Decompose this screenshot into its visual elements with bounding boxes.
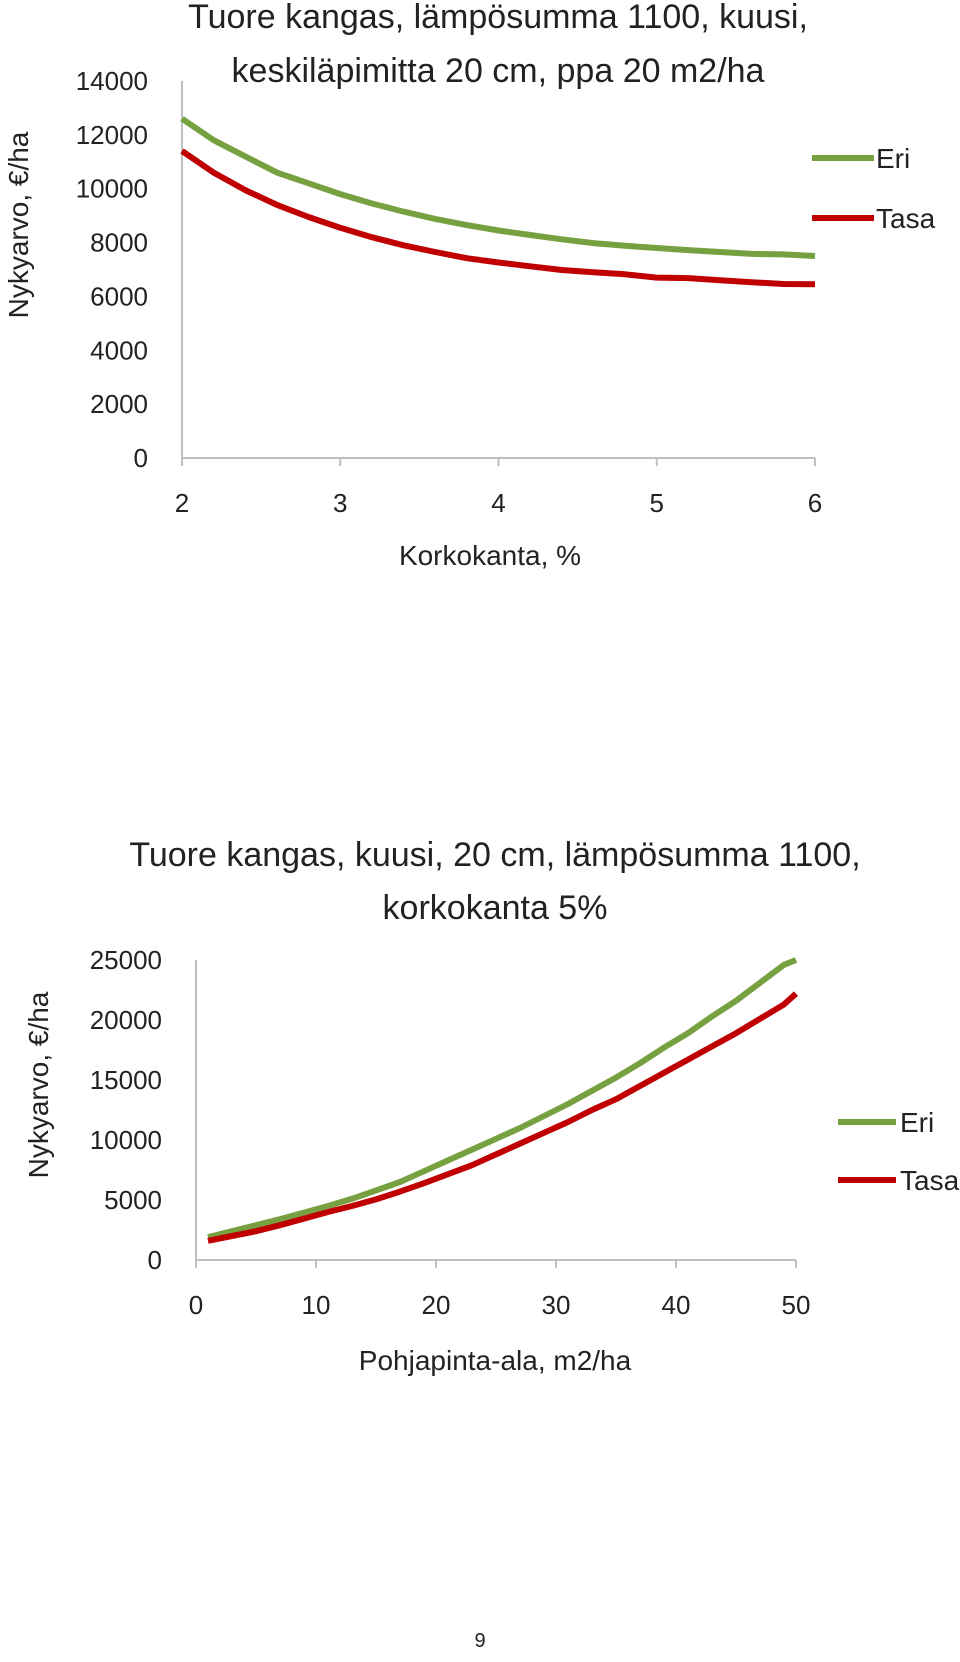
legend-label-eri: Eri bbox=[900, 1107, 934, 1138]
x-tick-label: 0 bbox=[189, 1290, 203, 1320]
chart-2: Tuore kangas, kuusi, 20 cm, lämpösumma 1… bbox=[23, 836, 960, 1376]
chart-2-title-line-1: Tuore kangas, kuusi, 20 cm, lämpösumma 1… bbox=[129, 836, 860, 874]
series-line-tasa bbox=[207, 991, 799, 1244]
y-tick-label: 25000 bbox=[90, 945, 162, 975]
y-tick-label: 2000 bbox=[90, 389, 148, 419]
x-tick-label: 10 bbox=[302, 1290, 331, 1320]
chart-2-x-ticks: 0 10 20 30 40 50 bbox=[189, 1260, 811, 1320]
y-tick-label: 10000 bbox=[90, 1125, 162, 1155]
chart-1-x-ticks: 2 3 4 5 6 bbox=[175, 458, 822, 518]
y-tick-label: 14000 bbox=[76, 66, 148, 96]
x-tick-label: 6 bbox=[808, 488, 822, 518]
series-line-eri bbox=[207, 957, 798, 1241]
y-tick-label: 6000 bbox=[90, 281, 148, 311]
x-tick-label: 30 bbox=[542, 1290, 571, 1320]
chart-1: Tuore kangas, lämpösumma 1100, kuusi, ke… bbox=[3, 0, 936, 571]
x-tick-label: 3 bbox=[333, 488, 347, 518]
x-tick-label: 50 bbox=[782, 1290, 811, 1320]
y-tick-label: 8000 bbox=[90, 228, 148, 258]
chart-1-legend: Eri Tasa bbox=[812, 143, 936, 234]
legend-label-tasa: Tasa bbox=[876, 203, 936, 234]
y-tick-label: 12000 bbox=[76, 120, 148, 150]
y-tick-label: 10000 bbox=[76, 174, 148, 204]
chart-2-axes bbox=[195, 960, 796, 1261]
series-line-tasa bbox=[180, 148, 816, 288]
chart-2-series bbox=[207, 957, 799, 1244]
chart-2-legend: Eri Tasa bbox=[838, 1107, 960, 1196]
y-tick-label: 0 bbox=[148, 1245, 162, 1275]
x-tick-label: 5 bbox=[650, 488, 664, 518]
x-tick-label: 20 bbox=[422, 1290, 451, 1320]
chart-2-title-line-2: korkokanta 5% bbox=[383, 889, 608, 927]
x-tick-label: 2 bbox=[175, 488, 189, 518]
legend-label-eri: Eri bbox=[876, 143, 910, 174]
chart-1-title-line-2: keskiläpimitta 20 cm, ppa 20 m2/ha bbox=[232, 52, 765, 90]
page-number: 9 bbox=[474, 1630, 486, 1652]
chart-1-x-axis-title: Korkokanta, % bbox=[399, 540, 581, 571]
chart-1-series bbox=[180, 116, 816, 288]
legend-label-tasa: Tasa bbox=[900, 1165, 960, 1196]
y-tick-label: 5000 bbox=[104, 1185, 162, 1215]
y-tick-label: 20000 bbox=[90, 1005, 162, 1035]
chart-1-y-axis-title: Nykyarvo, €/ha bbox=[3, 131, 34, 318]
y-tick-label: 0 bbox=[134, 443, 148, 473]
chart-2-x-axis-title: Pohjapinta-ala, m2/ha bbox=[359, 1345, 632, 1376]
chart-2-y-axis-title: Nykyarvo, €/ha bbox=[23, 991, 54, 1178]
y-tick-label: 4000 bbox=[90, 335, 148, 365]
chart-1-axes bbox=[181, 81, 815, 459]
series-line-eri bbox=[180, 116, 816, 259]
chart-1-y-ticks: 0 2000 4000 6000 8000 10000 12000 14000 bbox=[76, 66, 148, 473]
chart-2-y-ticks: 0 5000 10000 15000 20000 25000 bbox=[90, 945, 162, 1275]
chart-1-title-line-1: Tuore kangas, lämpösumma 1100, kuusi, bbox=[188, 0, 808, 36]
y-tick-label: 15000 bbox=[90, 1065, 162, 1095]
x-tick-label: 4 bbox=[491, 488, 505, 518]
x-tick-label: 40 bbox=[662, 1290, 691, 1320]
